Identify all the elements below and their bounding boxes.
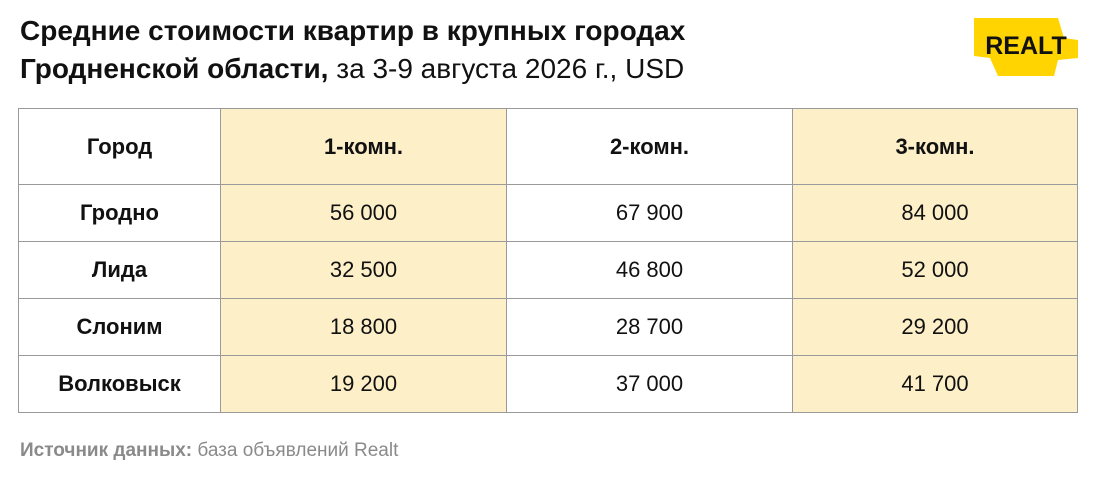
price-cell: 56 000 [220, 184, 507, 242]
price-cell: 67 900 [506, 184, 793, 242]
price-cell: 32 500 [220, 241, 507, 299]
price-cell: 18 800 [220, 298, 507, 356]
header-1room: 1-комн. [220, 108, 507, 185]
source-label: Источник данных: [20, 440, 193, 461]
title-line-1: Средние стоимости квартир в крупных горо… [20, 15, 686, 46]
price-cell: 19 200 [220, 355, 507, 413]
data-source: Источник данных: база объявлений Realt [20, 440, 398, 462]
price-cell: 37 000 [506, 355, 793, 413]
header-city: Город [18, 108, 221, 185]
header-2room: 2-комн. [506, 108, 793, 185]
chart-title: Средние стоимости квартир в крупных горо… [20, 12, 920, 88]
price-cell: 29 200 [792, 298, 1078, 356]
price-cell: 84 000 [792, 184, 1078, 242]
price-cell: 41 700 [792, 355, 1078, 413]
city-cell: Волковыск [18, 355, 221, 413]
table-row: Гродно 56 000 67 900 84 000 [18, 184, 1078, 242]
source-text: база объявлений Realt [192, 440, 399, 461]
title-period: за 3-9 августа 2026 г., USD [328, 53, 685, 84]
table-row: Волковыск 19 200 37 000 41 700 [18, 355, 1078, 413]
table-row: Лида 32 500 46 800 52 000 [18, 241, 1078, 299]
realt-logo: REALT [970, 14, 1080, 80]
title-region: Гродненской области, [20, 53, 329, 84]
price-table: Город 1-комн. 2-комн. 3-комн. Гродно 56 … [18, 108, 1078, 413]
header-3room: 3-комн. [792, 108, 1078, 185]
price-cell: 52 000 [792, 241, 1078, 299]
city-cell: Лида [18, 241, 221, 299]
logo-text: REALT [985, 32, 1066, 60]
table-header-row: Город 1-комн. 2-комн. 3-комн. [18, 108, 1078, 185]
title-line-2: Гродненской области, за 3-9 августа 2026… [20, 50, 920, 88]
price-cell: 28 700 [506, 298, 793, 356]
city-cell: Слоним [18, 298, 221, 356]
city-cell: Гродно [18, 184, 221, 242]
price-cell: 46 800 [506, 241, 793, 299]
table-row: Слоним 18 800 28 700 29 200 [18, 298, 1078, 356]
